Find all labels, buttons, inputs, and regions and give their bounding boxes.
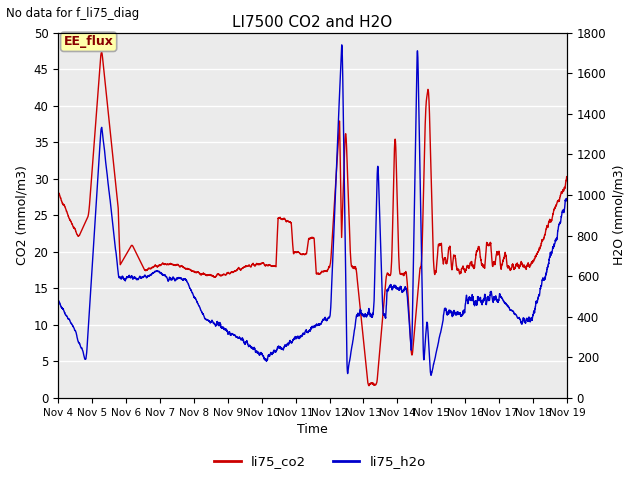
Y-axis label: H2O (mmol/m3): H2O (mmol/m3) xyxy=(612,165,625,265)
Y-axis label: CO2 (mmol/m3): CO2 (mmol/m3) xyxy=(15,165,28,265)
Text: EE_flux: EE_flux xyxy=(64,36,113,48)
X-axis label: Time: Time xyxy=(297,423,328,436)
Title: LI7500 CO2 and H2O: LI7500 CO2 and H2O xyxy=(232,15,393,30)
Legend: li75_co2, li75_h2o: li75_co2, li75_h2o xyxy=(209,450,431,473)
Text: No data for f_li75_diag: No data for f_li75_diag xyxy=(6,7,140,20)
